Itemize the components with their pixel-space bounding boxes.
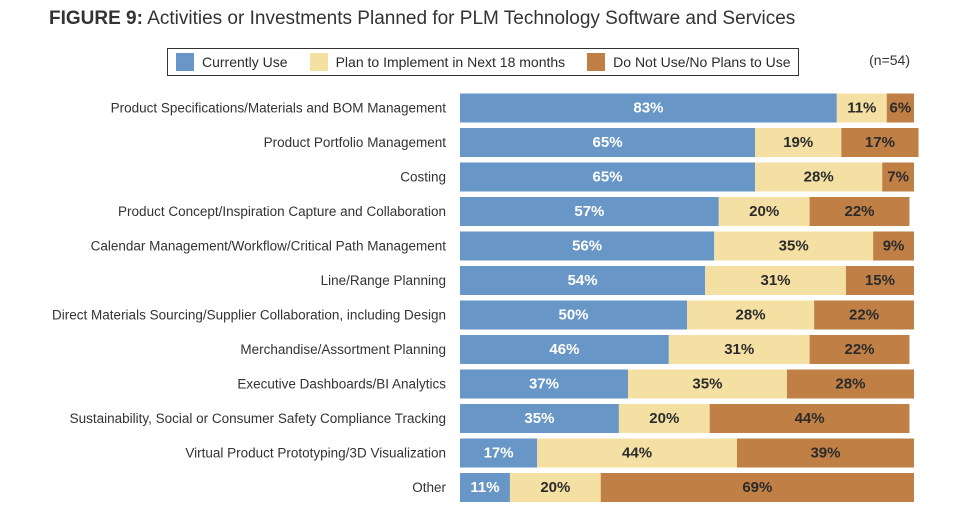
bar-segment-do-not-use — [841, 128, 919, 157]
data-label: 20% — [649, 410, 679, 427]
data-label: 20% — [540, 479, 570, 496]
category-label: Virtual Product Prototyping/3D Visualiza… — [185, 446, 446, 461]
bar-segment-plan-to-implement — [836, 93, 887, 123]
category-label: Executive Dashboards/BI Analytics — [237, 377, 446, 392]
legend-swatch-currently-use — [176, 53, 194, 71]
data-label: 11% — [470, 479, 499, 496]
data-label: 65% — [593, 134, 623, 151]
bar-segment-do-not-use — [886, 93, 914, 123]
legend-swatch-plan-to-implement — [309, 53, 328, 71]
legend-item-do-not-use: Do Not Use/No Plans to Use — [587, 53, 791, 71]
bar-segment-do-not-use — [809, 197, 910, 226]
data-label: 65% — [593, 169, 623, 186]
legend-label-currently-use: Currently Use — [202, 54, 288, 70]
category-label: Direct Materials Sourcing/Supplier Colla… — [52, 308, 446, 323]
data-label: 35% — [524, 410, 554, 427]
data-label: 6% — [890, 100, 912, 117]
bar-segment-currently-use — [460, 197, 719, 226]
data-label: 46% — [549, 341, 579, 358]
bar-segment-plan-to-implement — [705, 266, 846, 295]
legend-label-do-not-use: Do Not Use/No Plans to Use — [613, 54, 791, 70]
category-label: Product Concept/Inspiration Capture and … — [118, 204, 446, 219]
chart-title: FIGURE 9: Activities or Investments Plan… — [49, 6, 795, 32]
legend-swatch-do-not-use — [587, 53, 606, 71]
category-label: Other — [412, 480, 446, 495]
data-label: 35% — [692, 376, 722, 393]
category-label: Product Portfolio Management — [264, 135, 447, 150]
title-text: Activities or Investments Planned for PL… — [147, 8, 796, 29]
data-label: 50% — [558, 307, 588, 324]
bar-segment-currently-use — [460, 335, 669, 364]
legend-label-plan-to-implement: Plan to Implement in Next 18 months — [335, 54, 566, 70]
bar-segment-currently-use — [460, 162, 756, 192]
bar-segment-currently-use — [460, 93, 837, 123]
data-label: 44% — [795, 410, 825, 427]
data-label: 15% — [865, 272, 895, 289]
data-label: 44% — [622, 445, 652, 462]
data-label: 31% — [761, 272, 791, 289]
bar-segment-currently-use — [460, 266, 706, 295]
bar-segment-do-not-use — [600, 473, 914, 502]
data-label: 39% — [810, 445, 840, 462]
data-label: 37% — [529, 376, 559, 393]
data-label: 17% — [865, 134, 895, 151]
category-label: Merchandise/Assortment Planning — [240, 342, 446, 357]
category-label: Sustainability, Social or Consumer Safet… — [70, 411, 446, 426]
data-label: 28% — [835, 376, 865, 393]
data-label: 35% — [779, 238, 809, 255]
category-label: Product Specifications/Materials and BOM… — [111, 101, 447, 116]
bar-segment-plan-to-implement — [755, 162, 883, 192]
data-label: 22% — [845, 341, 875, 358]
bar-segment-plan-to-implement — [718, 197, 810, 226]
data-label: 19% — [783, 134, 813, 151]
data-label: 83% — [633, 100, 663, 117]
legend-item-plan-to-implement: Plan to Implement in Next 18 months — [309, 53, 566, 71]
bar-segment-plan-to-implement — [687, 300, 815, 330]
bar-segment-plan-to-implement — [668, 335, 810, 364]
figure-number: FIGURE 9: — [49, 8, 143, 29]
data-label: 54% — [568, 272, 598, 289]
bar-segment-currently-use — [460, 369, 628, 399]
bar-segment-plan-to-implement — [537, 438, 737, 468]
bar-segment-do-not-use — [809, 335, 910, 364]
bar-segment-do-not-use — [709, 404, 910, 433]
sample-size-note: (n=54) — [869, 52, 910, 68]
bar-segment-plan-to-implement — [714, 231, 874, 261]
bar-segment-plan-to-implement — [509, 473, 601, 502]
bar-segment-do-not-use — [736, 438, 914, 468]
bar-segment-plan-to-implement — [618, 404, 710, 433]
category-label: Costing — [400, 170, 446, 185]
category-label: Calendar Management/Workflow/Critical Pa… — [91, 239, 447, 254]
bar-segment-do-not-use — [882, 162, 914, 192]
bar-segment-plan-to-implement — [627, 369, 787, 399]
bar-segment-do-not-use — [814, 300, 914, 330]
data-label: 69% — [742, 479, 772, 496]
data-label: 7% — [887, 169, 909, 186]
legend-item-currently-use: Currently Use — [176, 53, 288, 71]
bar-segment-currently-use — [460, 404, 619, 433]
bar-segment-currently-use — [460, 128, 756, 157]
bar-segment-currently-use — [460, 473, 510, 502]
bar-segment-do-not-use — [873, 231, 914, 261]
data-label: 17% — [484, 445, 514, 462]
data-label: 9% — [883, 238, 905, 255]
bar-segment-do-not-use — [845, 266, 914, 295]
data-label: 31% — [724, 341, 754, 358]
data-label: 56% — [572, 238, 602, 255]
data-label: 11% — [847, 100, 876, 117]
bar-segment-plan-to-implement — [755, 128, 842, 157]
data-label: 22% — [849, 307, 879, 324]
bar-segment-do-not-use — [786, 369, 914, 399]
data-label: 20% — [749, 203, 779, 220]
bar-segment-currently-use — [460, 231, 715, 261]
data-label: 57% — [574, 203, 604, 220]
category-label: Line/Range Planning — [321, 273, 446, 288]
legend: Currently Use Plan to Implement in Next … — [167, 48, 799, 76]
data-label: 28% — [736, 307, 766, 324]
bar-segment-currently-use — [460, 300, 687, 330]
data-label: 28% — [804, 169, 834, 186]
data-label: 22% — [845, 203, 875, 220]
bar-segment-currently-use — [460, 438, 538, 468]
